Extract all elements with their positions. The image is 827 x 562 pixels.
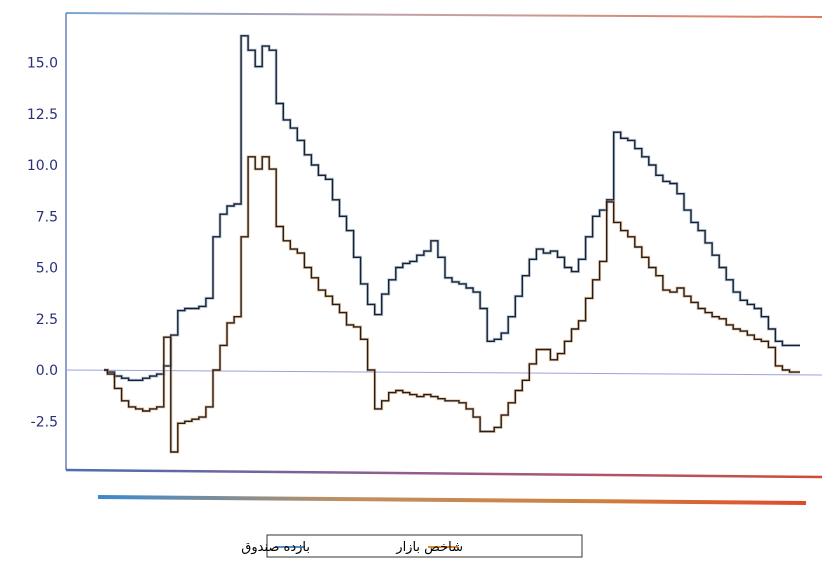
y-tick-label: 5.0 xyxy=(36,261,58,277)
legend-label-market-index: شاخص بازار xyxy=(395,540,463,555)
legend-label-fund-return: بازده صندوق xyxy=(241,540,310,555)
plot-bottom-border xyxy=(65,468,823,479)
y-tick-label: 7.5 xyxy=(36,209,58,225)
range-bar xyxy=(97,495,807,505)
series-line-market-index xyxy=(104,156,800,453)
y-axis-ticks: 15.0 12.5 10.0 7.5 5.0 2.5 0.0 -2.5 xyxy=(27,56,58,431)
legend-box xyxy=(266,534,583,558)
legend: بازده صندوق شاخص بازار xyxy=(241,534,583,558)
y-tick-label: 10.0 xyxy=(27,158,58,174)
y-tick-label: 2.5 xyxy=(36,312,58,328)
plot-top-border xyxy=(65,12,823,18)
series-lines xyxy=(104,34,800,454)
y-tick-label: -2.5 xyxy=(31,414,58,430)
series-halo-0 xyxy=(104,34,800,382)
y-tick-label: 15.0 xyxy=(27,56,58,72)
series-line-fund-return xyxy=(104,35,800,381)
y-tick-label: 12.5 xyxy=(27,107,58,123)
y-tick-label: 0.0 xyxy=(36,363,58,379)
series-halo-1 xyxy=(104,155,800,454)
zero-baseline xyxy=(65,369,823,376)
